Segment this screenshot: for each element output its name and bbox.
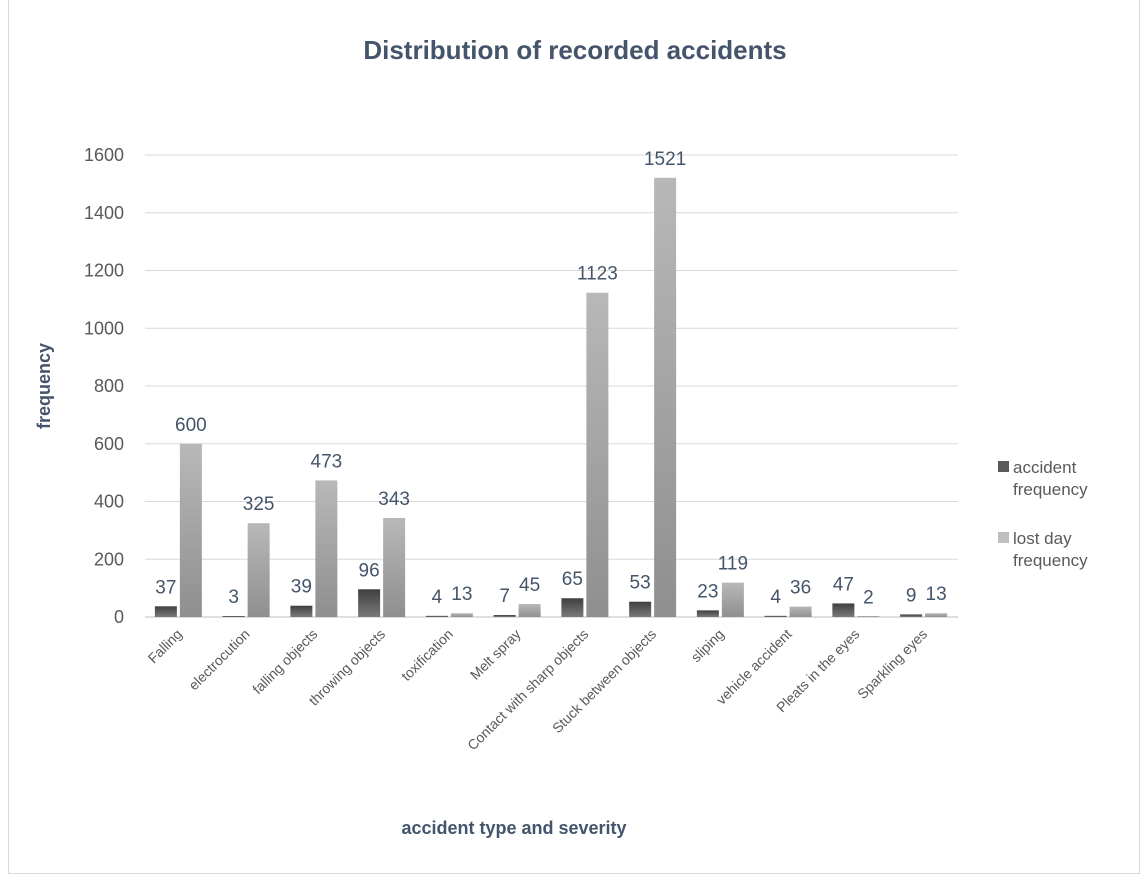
bar-accident-frequency — [222, 616, 245, 617]
data-label: 7 — [499, 586, 510, 607]
y-tick-label: 1200 — [84, 261, 124, 281]
bar-lost-day-frequency — [315, 480, 338, 617]
bar-lost-day-frequency — [179, 443, 202, 617]
x-tick-label: falling objects — [249, 626, 320, 697]
y-axis-title: frequency — [34, 343, 54, 429]
bar-accident-frequency — [832, 603, 855, 617]
bar-accident-frequency — [154, 606, 177, 617]
data-label: 37 — [155, 577, 176, 598]
data-label: 2 — [863, 587, 874, 608]
bar-lost-day-frequency — [450, 613, 473, 617]
chart-frame — [8, 0, 1140, 874]
y-tick-label: 400 — [94, 492, 124, 512]
data-label: 13 — [926, 584, 947, 605]
data-label: 65 — [562, 569, 583, 590]
bar-lost-day-frequency — [383, 517, 406, 617]
data-label: 343 — [378, 489, 410, 510]
data-label: 1123 — [577, 264, 618, 285]
chart-title: Distribution of recorded accidents — [363, 35, 786, 65]
legend-label: lost day frequency — [1013, 529, 1088, 570]
x-tick-label: Falling — [145, 626, 185, 666]
x-tick-label: toxification — [398, 626, 456, 684]
bar-lost-day-frequency — [518, 604, 541, 617]
data-label: 600 — [175, 415, 207, 436]
bar-lost-day-frequency — [857, 616, 880, 617]
y-tick-label: 600 — [94, 434, 124, 454]
bar-lost-day-frequency — [247, 523, 270, 617]
bar-accident-frequency — [561, 598, 584, 617]
bar-accident-frequency — [629, 601, 652, 617]
y-tick-label: 200 — [94, 549, 124, 569]
x-tick-label: electrocution — [185, 626, 252, 693]
legend-label: accident frequency — [1013, 458, 1088, 499]
data-label: 47 — [833, 574, 854, 595]
data-label: 53 — [630, 573, 651, 594]
bar-lost-day-frequency — [654, 177, 677, 617]
data-label: 4 — [770, 587, 781, 608]
data-label: 3 — [228, 587, 239, 608]
bar-accident-frequency — [900, 614, 923, 617]
bar-accident-frequency — [764, 615, 787, 617]
bar-accident-frequency — [358, 589, 381, 617]
x-tick-label: Sparkling eyes — [854, 626, 930, 702]
data-label: 23 — [697, 581, 718, 602]
data-label: 473 — [311, 451, 343, 472]
bar-lost-day-frequency — [925, 613, 948, 617]
x-tick-label: Melt spray — [467, 626, 524, 683]
data-label: 39 — [291, 577, 312, 598]
bar-lost-day-frequency — [789, 606, 812, 617]
bar-accident-frequency — [696, 610, 719, 617]
data-label: 45 — [519, 575, 540, 596]
data-label: 96 — [359, 560, 380, 581]
bar-lost-day-frequency — [721, 582, 744, 617]
x-tick-label: Contact with sharp objects — [464, 626, 591, 753]
data-label: 325 — [243, 494, 275, 515]
data-label: 9 — [906, 585, 917, 606]
bar-accident-frequency — [493, 614, 516, 617]
x-axis-title: accident type and severity — [401, 818, 626, 838]
data-label: 36 — [790, 578, 811, 599]
x-tick-label: sliping — [688, 626, 727, 665]
bar-accident-frequency — [425, 615, 448, 617]
bar-lost-day-frequency — [586, 292, 609, 617]
y-tick-label: 1400 — [84, 203, 124, 223]
bar-accident-frequency — [290, 605, 313, 617]
y-tick-label: 0 — [114, 607, 124, 627]
data-label: 119 — [718, 554, 748, 575]
data-label: 4 — [432, 587, 443, 608]
legend-swatch — [998, 532, 1009, 543]
data-label: 1521 — [644, 149, 686, 170]
legend-swatch — [998, 461, 1009, 472]
y-tick-label: 1000 — [84, 318, 124, 338]
y-tick-label: 800 — [94, 376, 124, 396]
data-label: 13 — [451, 584, 472, 605]
y-tick-label: 1600 — [84, 145, 124, 165]
